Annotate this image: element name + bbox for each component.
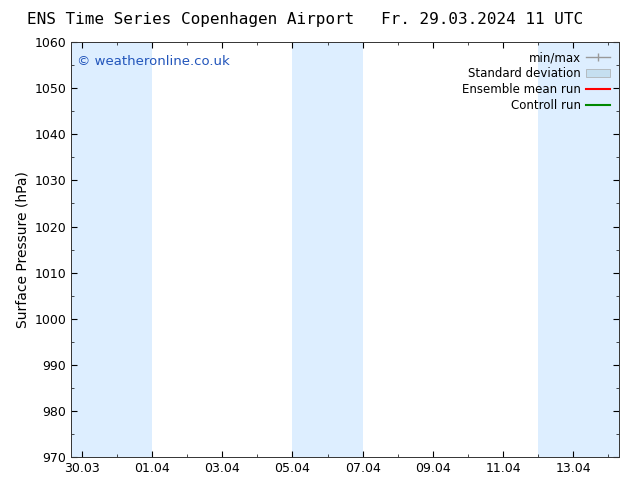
Y-axis label: Surface Pressure (hPa): Surface Pressure (hPa) xyxy=(15,171,29,328)
Bar xyxy=(538,42,619,457)
Bar xyxy=(292,42,363,457)
Bar xyxy=(71,42,152,457)
Text: © weatheronline.co.uk: © weatheronline.co.uk xyxy=(77,54,230,68)
Legend: min/max, Standard deviation, Ensemble mean run, Controll run: min/max, Standard deviation, Ensemble me… xyxy=(459,48,613,116)
Text: ENS Time Series Copenhagen Airport: ENS Time Series Copenhagen Airport xyxy=(27,12,354,27)
Text: Fr. 29.03.2024 11 UTC: Fr. 29.03.2024 11 UTC xyxy=(381,12,583,27)
